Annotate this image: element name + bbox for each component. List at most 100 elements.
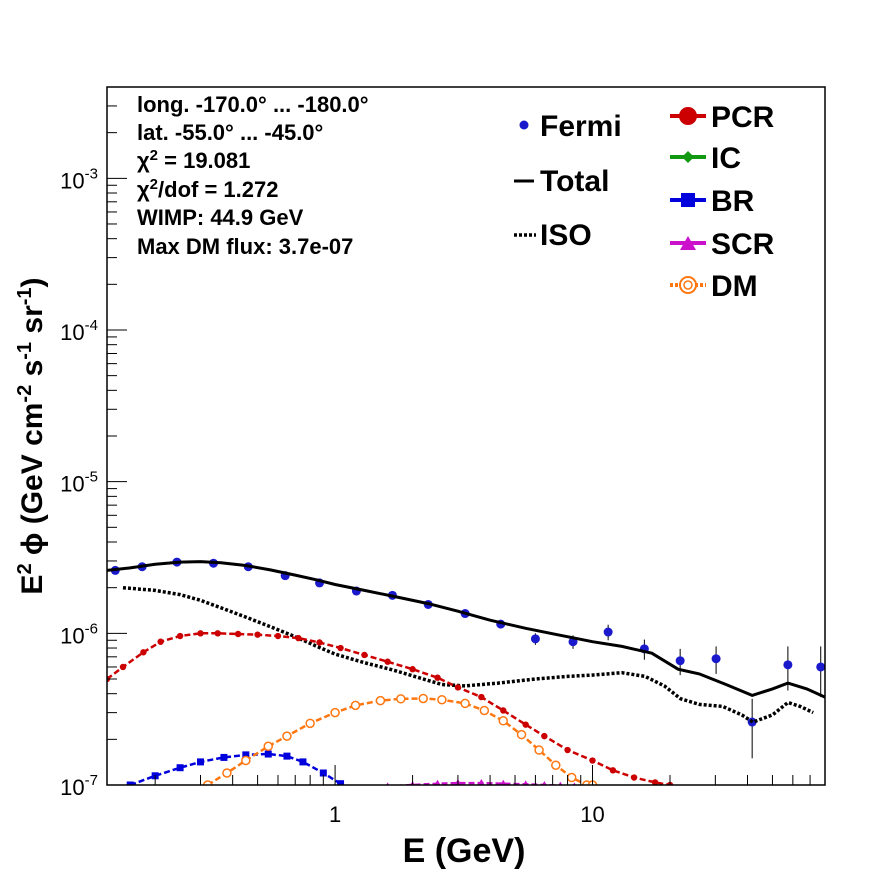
legend-marker-scr bbox=[680, 236, 696, 250]
dm-point bbox=[263, 741, 274, 752]
legend-item-br: BR bbox=[670, 185, 755, 218]
dm-point bbox=[534, 745, 544, 755]
dm-point bbox=[566, 772, 577, 783]
scr-point bbox=[523, 780, 529, 785]
br-point bbox=[319, 769, 327, 777]
legend-marker-fermi bbox=[519, 120, 529, 130]
br-point bbox=[337, 780, 345, 785]
legend: Fermi Total ISO PCR IC BR SCR bbox=[514, 101, 775, 303]
dm-point bbox=[498, 716, 508, 726]
br-point bbox=[220, 753, 228, 761]
br-point bbox=[299, 758, 307, 766]
fermi-point bbox=[530, 634, 540, 644]
pcr-point bbox=[651, 779, 659, 785]
pcr-point bbox=[274, 632, 282, 640]
dm-point bbox=[460, 698, 470, 709]
pcr-point bbox=[478, 693, 485, 701]
pcr-point bbox=[197, 630, 204, 637]
y-tick-label: 10-6 bbox=[60, 620, 98, 648]
dm-point bbox=[330, 707, 340, 718]
y-tick-label: 10-5 bbox=[60, 469, 98, 497]
fermi-point bbox=[603, 627, 613, 637]
x-tick-label: 10 bbox=[580, 802, 604, 827]
scr-line bbox=[388, 781, 574, 785]
legend-item-dm: DM bbox=[670, 270, 758, 303]
fermi-point bbox=[711, 654, 721, 664]
scr-point bbox=[558, 781, 563, 785]
pcr-point bbox=[409, 666, 416, 673]
scr-point bbox=[434, 779, 441, 785]
info-wimp: WIMP: 44.9 GeV bbox=[137, 205, 304, 230]
fermi-point bbox=[816, 662, 825, 672]
scr-point bbox=[542, 781, 547, 785]
y-tick-label: 10-4 bbox=[60, 317, 98, 345]
pcr-point bbox=[337, 644, 344, 652]
br-point bbox=[126, 781, 134, 785]
iso-line bbox=[122, 585, 814, 725]
info-block: long. -170.0° ... -180.0° lat. -55.0° ..… bbox=[137, 92, 369, 259]
br-point bbox=[283, 752, 291, 760]
legend-marker-dm bbox=[679, 276, 697, 294]
scr-point bbox=[477, 779, 485, 785]
legend-marker-ic bbox=[682, 151, 694, 163]
legend-label-dm: DM bbox=[711, 270, 758, 303]
dm-point bbox=[222, 768, 232, 778]
pcr-point bbox=[157, 638, 164, 645]
axes: 1 10 10-7 10-6 10-5 10-4 10-3 bbox=[60, 86, 826, 827]
pcr-point bbox=[234, 630, 242, 638]
dm-point bbox=[202, 780, 213, 785]
br-point bbox=[242, 751, 250, 759]
legend-item-iso: ISO bbox=[514, 219, 592, 252]
pcr-point bbox=[140, 649, 147, 656]
dm-point bbox=[479, 705, 490, 716]
scr-point bbox=[500, 779, 507, 785]
pcr-point bbox=[384, 658, 391, 665]
dm-point bbox=[350, 700, 361, 711]
pcr-point bbox=[454, 684, 462, 691]
dm-point bbox=[241, 755, 251, 766]
legend-item-fermi: Fermi bbox=[519, 110, 622, 143]
dm-point bbox=[375, 695, 386, 706]
legend-label-pcr: PCR bbox=[711, 101, 775, 134]
fermi-point bbox=[783, 660, 793, 670]
pcr-point bbox=[564, 746, 571, 754]
pcr-point bbox=[295, 634, 302, 642]
dm-point bbox=[418, 693, 428, 704]
pcr-point bbox=[119, 663, 127, 671]
y-tick-label: 10-3 bbox=[60, 165, 98, 193]
dm-point bbox=[305, 718, 315, 729]
pcr-line bbox=[107, 632, 671, 785]
dm-point bbox=[516, 729, 527, 740]
pcr-point bbox=[541, 732, 548, 740]
legend-item-ic: IC bbox=[670, 142, 741, 175]
plot-area bbox=[107, 557, 825, 785]
br-point bbox=[264, 750, 272, 758]
legend-item-scr: SCR bbox=[670, 228, 775, 261]
dm-point bbox=[437, 694, 447, 705]
info-max-dm-flux: Max DM flux: 3.7e-07 bbox=[137, 234, 353, 259]
legend-label-fermi: Fermi bbox=[540, 110, 622, 143]
legend-label-ic: IC bbox=[711, 142, 741, 175]
pcr-point bbox=[214, 630, 221, 637]
legend-label-scr: SCR bbox=[711, 228, 775, 261]
legend-marker-br bbox=[681, 193, 695, 207]
y-tick-label: 10-7 bbox=[60, 772, 98, 800]
fermi-point bbox=[675, 656, 685, 666]
pcr-point bbox=[316, 639, 323, 646]
pcr-point bbox=[254, 631, 261, 638]
dm-point bbox=[282, 731, 292, 741]
legend-label-br: BR bbox=[711, 185, 755, 218]
legend-label-iso: ISO bbox=[540, 219, 592, 252]
br-point bbox=[176, 764, 184, 772]
br-point bbox=[196, 758, 204, 766]
y-axis-title: E2 ϕ (GeV cm-2 s-1 sr-1) bbox=[14, 277, 49, 594]
pcr-point bbox=[522, 721, 529, 728]
legend-item-pcr: PCR bbox=[670, 101, 775, 134]
info-latitude: lat. -55.0° ... -45.0° bbox=[137, 120, 323, 145]
legend-label-total: Total bbox=[540, 165, 609, 198]
pcr-point bbox=[609, 767, 617, 774]
info-chi2: χ2 = 19.081 bbox=[137, 147, 250, 174]
legend-item-total: Total bbox=[514, 165, 609, 198]
total-line bbox=[107, 560, 825, 699]
